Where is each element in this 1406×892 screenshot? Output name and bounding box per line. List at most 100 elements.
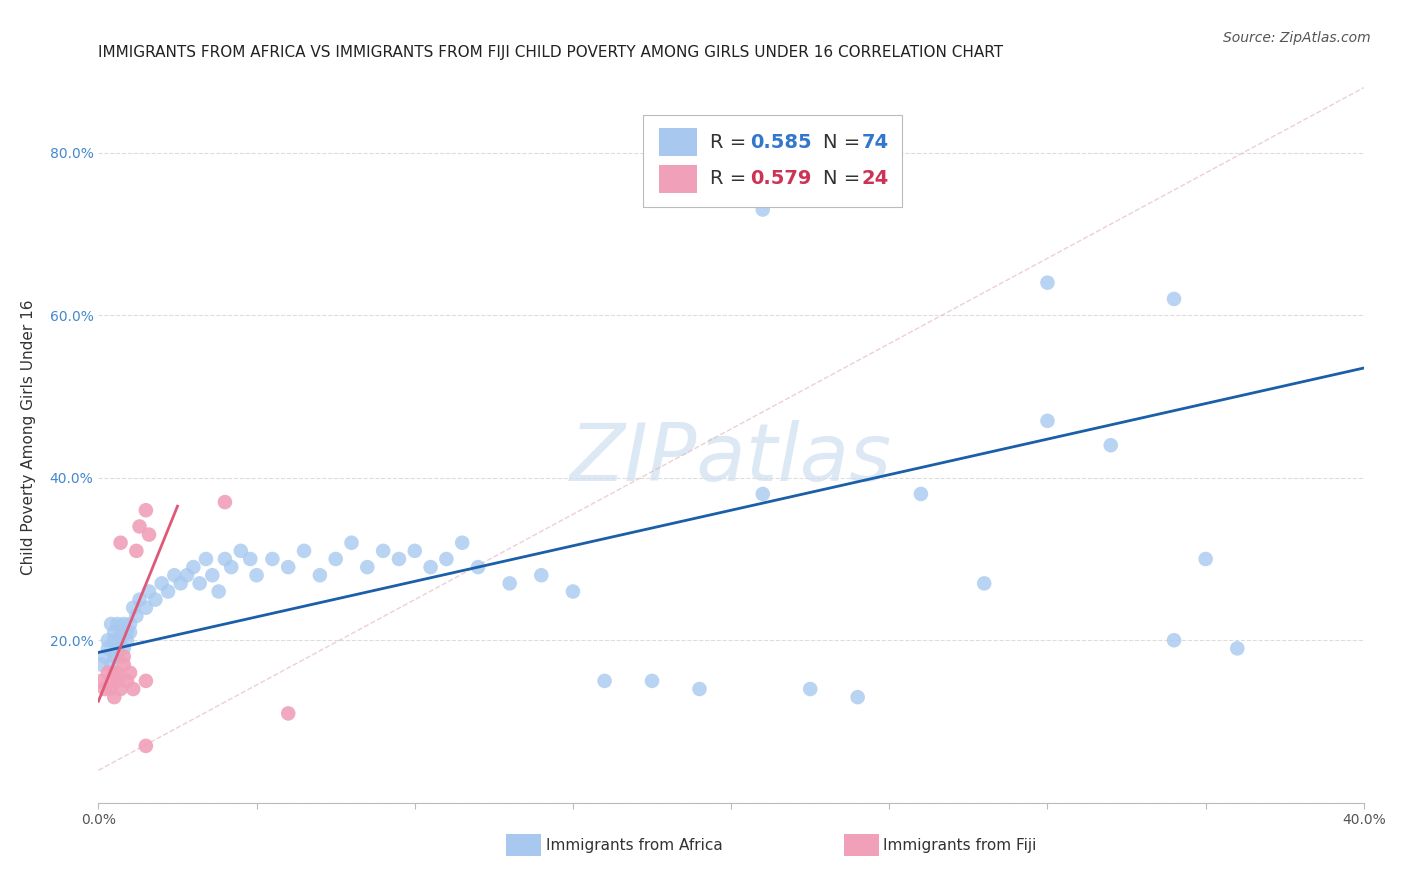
Point <box>1226 641 1249 656</box>
Text: R =: R = <box>710 169 752 188</box>
Point <box>277 560 299 574</box>
Point <box>103 633 125 648</box>
Point <box>100 673 122 688</box>
Point <box>292 544 315 558</box>
Point <box>214 552 236 566</box>
Point <box>169 576 191 591</box>
Text: Immigrants from Fiji: Immigrants from Fiji <box>883 838 1036 853</box>
Point <box>1194 552 1216 566</box>
Point <box>122 600 145 615</box>
Point <box>1163 633 1185 648</box>
Point <box>107 665 129 680</box>
Point <box>110 625 132 640</box>
Point <box>1036 414 1059 428</box>
Point <box>309 568 332 582</box>
Point <box>100 617 122 632</box>
Point <box>120 665 141 680</box>
Point <box>138 527 160 541</box>
Point <box>100 657 122 672</box>
Point <box>262 552 284 566</box>
Text: 74: 74 <box>862 133 889 152</box>
Point <box>1099 438 1122 452</box>
Point <box>115 625 138 640</box>
Point <box>112 641 135 656</box>
Point <box>110 535 132 549</box>
Point <box>1163 292 1185 306</box>
Point <box>910 487 932 501</box>
Point <box>641 673 664 688</box>
Point <box>530 568 553 582</box>
Point <box>97 633 120 648</box>
Point <box>135 739 157 753</box>
Point <box>107 617 129 632</box>
Text: N =: N = <box>824 169 868 188</box>
Point <box>138 584 160 599</box>
Point <box>751 487 773 501</box>
Point <box>277 706 299 721</box>
Point <box>188 576 211 591</box>
Point <box>388 552 411 566</box>
Point <box>176 568 198 582</box>
Text: IMMIGRANTS FROM AFRICA VS IMMIGRANTS FROM FIJI CHILD POVERTY AMONG GIRLS UNDER 1: IMMIGRANTS FROM AFRICA VS IMMIGRANTS FRO… <box>98 45 1004 61</box>
Point <box>90 657 112 672</box>
Point <box>125 544 148 558</box>
Point <box>97 665 120 680</box>
Point <box>112 657 135 672</box>
Point <box>115 673 138 688</box>
Point <box>194 552 218 566</box>
Point <box>103 625 125 640</box>
Point <box>371 544 394 558</box>
Point <box>135 600 157 615</box>
Text: Immigrants from Africa: Immigrants from Africa <box>546 838 723 853</box>
Point <box>107 673 129 688</box>
Point <box>846 690 869 705</box>
Point <box>125 608 148 623</box>
Bar <box>659 165 697 193</box>
Point <box>214 495 236 509</box>
Point <box>107 649 129 664</box>
Point <box>128 592 150 607</box>
Text: ZIPatlas: ZIPatlas <box>569 420 893 498</box>
Point <box>120 625 141 640</box>
Point <box>112 617 135 632</box>
Point <box>93 681 117 696</box>
Text: 24: 24 <box>862 169 889 188</box>
Point <box>120 617 141 632</box>
Text: R =: R = <box>710 133 752 152</box>
Point <box>115 633 138 648</box>
Point <box>93 649 117 664</box>
Point <box>163 568 186 582</box>
FancyBboxPatch shape <box>643 115 903 207</box>
Point <box>112 649 135 664</box>
Point <box>561 584 585 599</box>
Point <box>110 633 132 648</box>
Text: 0.585: 0.585 <box>751 133 811 152</box>
Point <box>90 673 112 688</box>
Point <box>135 673 157 688</box>
Point <box>100 681 122 696</box>
Point <box>1036 276 1059 290</box>
Point <box>145 592 166 607</box>
Point <box>799 681 821 696</box>
Point <box>208 584 231 599</box>
Point <box>122 681 145 696</box>
Point <box>436 552 458 566</box>
Point <box>107 641 129 656</box>
Text: 0.579: 0.579 <box>751 169 811 188</box>
Point <box>419 560 441 574</box>
Point <box>128 519 150 533</box>
Point <box>103 649 125 664</box>
Point <box>688 681 710 696</box>
Point <box>498 576 520 591</box>
Point <box>404 544 426 558</box>
Point <box>201 568 224 582</box>
Point <box>110 681 132 696</box>
Point <box>593 673 616 688</box>
Point <box>451 535 474 549</box>
Bar <box>659 128 697 156</box>
Point <box>103 665 125 680</box>
Point <box>239 552 262 566</box>
Point <box>356 560 378 574</box>
Point <box>135 503 157 517</box>
Point <box>183 560 205 574</box>
